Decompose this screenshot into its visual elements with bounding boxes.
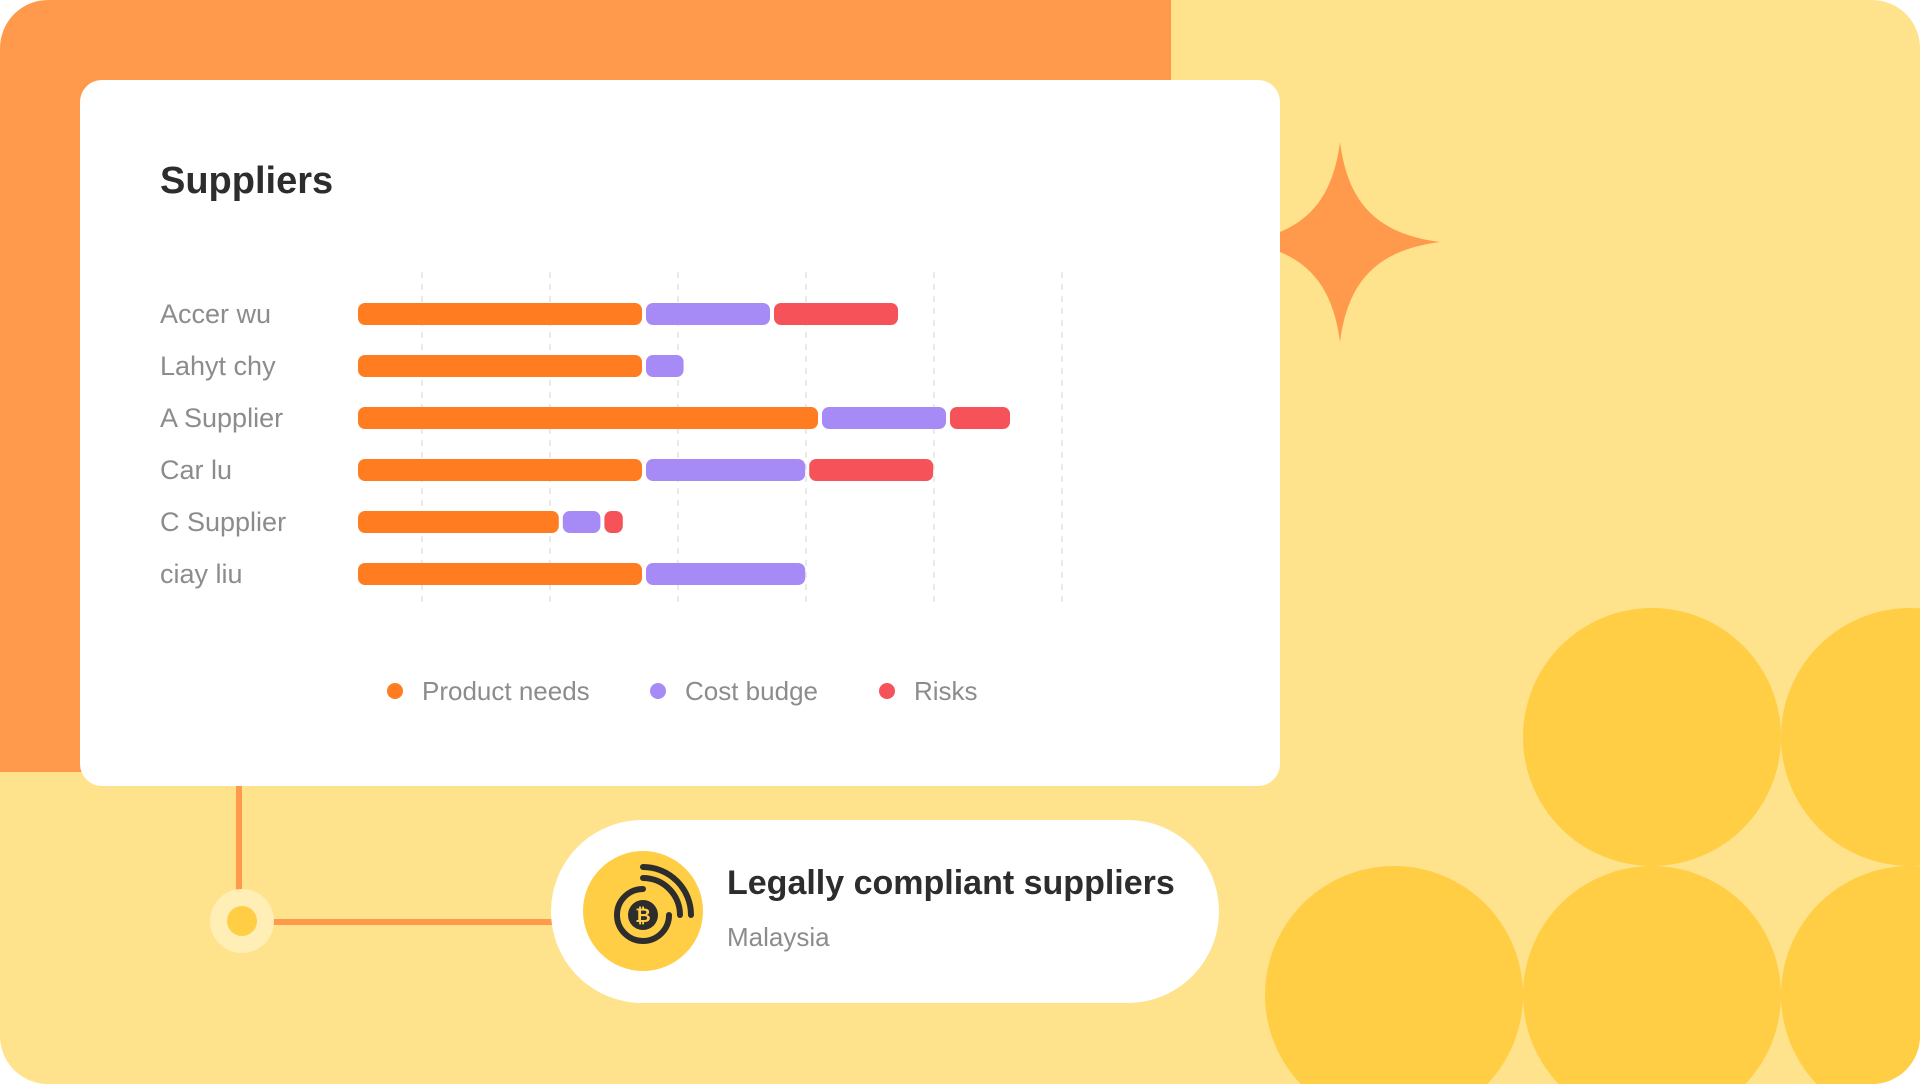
compliance-info-card[interactable]: ₿ Legally compliant suppliers Malaysia xyxy=(551,820,1219,1003)
bar-segment xyxy=(774,303,898,325)
bar-segment xyxy=(604,511,623,533)
bar-segment xyxy=(358,355,642,377)
bar-segment xyxy=(562,511,601,533)
bar-segment xyxy=(646,355,684,377)
decorative-circle xyxy=(1523,866,1781,1084)
bar-segment xyxy=(358,563,642,585)
legend-swatch xyxy=(879,683,895,699)
connector-line xyxy=(240,919,560,925)
bar-segment xyxy=(358,459,642,481)
category-label: A Supplier xyxy=(160,403,283,433)
info-card-title: Legally compliant suppliers xyxy=(727,864,1175,902)
info-card-subtitle: Malaysia xyxy=(727,922,830,952)
legend-swatch xyxy=(650,683,666,699)
category-label: Accer wu xyxy=(160,299,271,329)
svg-text:₿: ₿ xyxy=(635,905,650,927)
legend-label: Risks xyxy=(914,676,978,706)
category-label: Lahyt chy xyxy=(160,351,276,381)
decorative-circle xyxy=(1265,866,1523,1084)
bar-segment xyxy=(950,407,1010,429)
bar-segment xyxy=(358,303,642,325)
decorative-circle xyxy=(1781,866,1920,1084)
connector-line xyxy=(236,786,242,920)
legend-label: Product needs xyxy=(422,676,590,706)
category-label: Car lu xyxy=(160,455,232,485)
connector-node-dot xyxy=(227,906,257,936)
bar-segment xyxy=(646,459,806,481)
suppliers-chart-card: Suppliers Accer wu Lahyt chy A Supplier Car… xyxy=(80,80,1280,786)
sparkle-icon xyxy=(1240,142,1440,342)
category-label: ciay liu xyxy=(160,559,243,589)
bar-segment xyxy=(358,511,559,533)
bar-segment xyxy=(358,407,818,429)
bar-segment xyxy=(646,303,770,325)
chart-title: Suppliers xyxy=(160,160,334,202)
legend-swatch xyxy=(387,683,403,699)
decorative-circle xyxy=(1523,608,1781,866)
legend-label: Cost budge xyxy=(685,676,818,706)
category-label: C Supplier xyxy=(160,507,286,537)
bar-segment xyxy=(646,563,806,585)
wireless-coin-icon: ₿ xyxy=(583,851,703,971)
bar-segment xyxy=(822,407,946,429)
suppliers-bar-chart: Accer wu Lahyt chy A Supplier Car lu C Suppl… xyxy=(160,272,1063,706)
bar-segment xyxy=(809,459,934,481)
decorative-circle xyxy=(1781,608,1920,866)
